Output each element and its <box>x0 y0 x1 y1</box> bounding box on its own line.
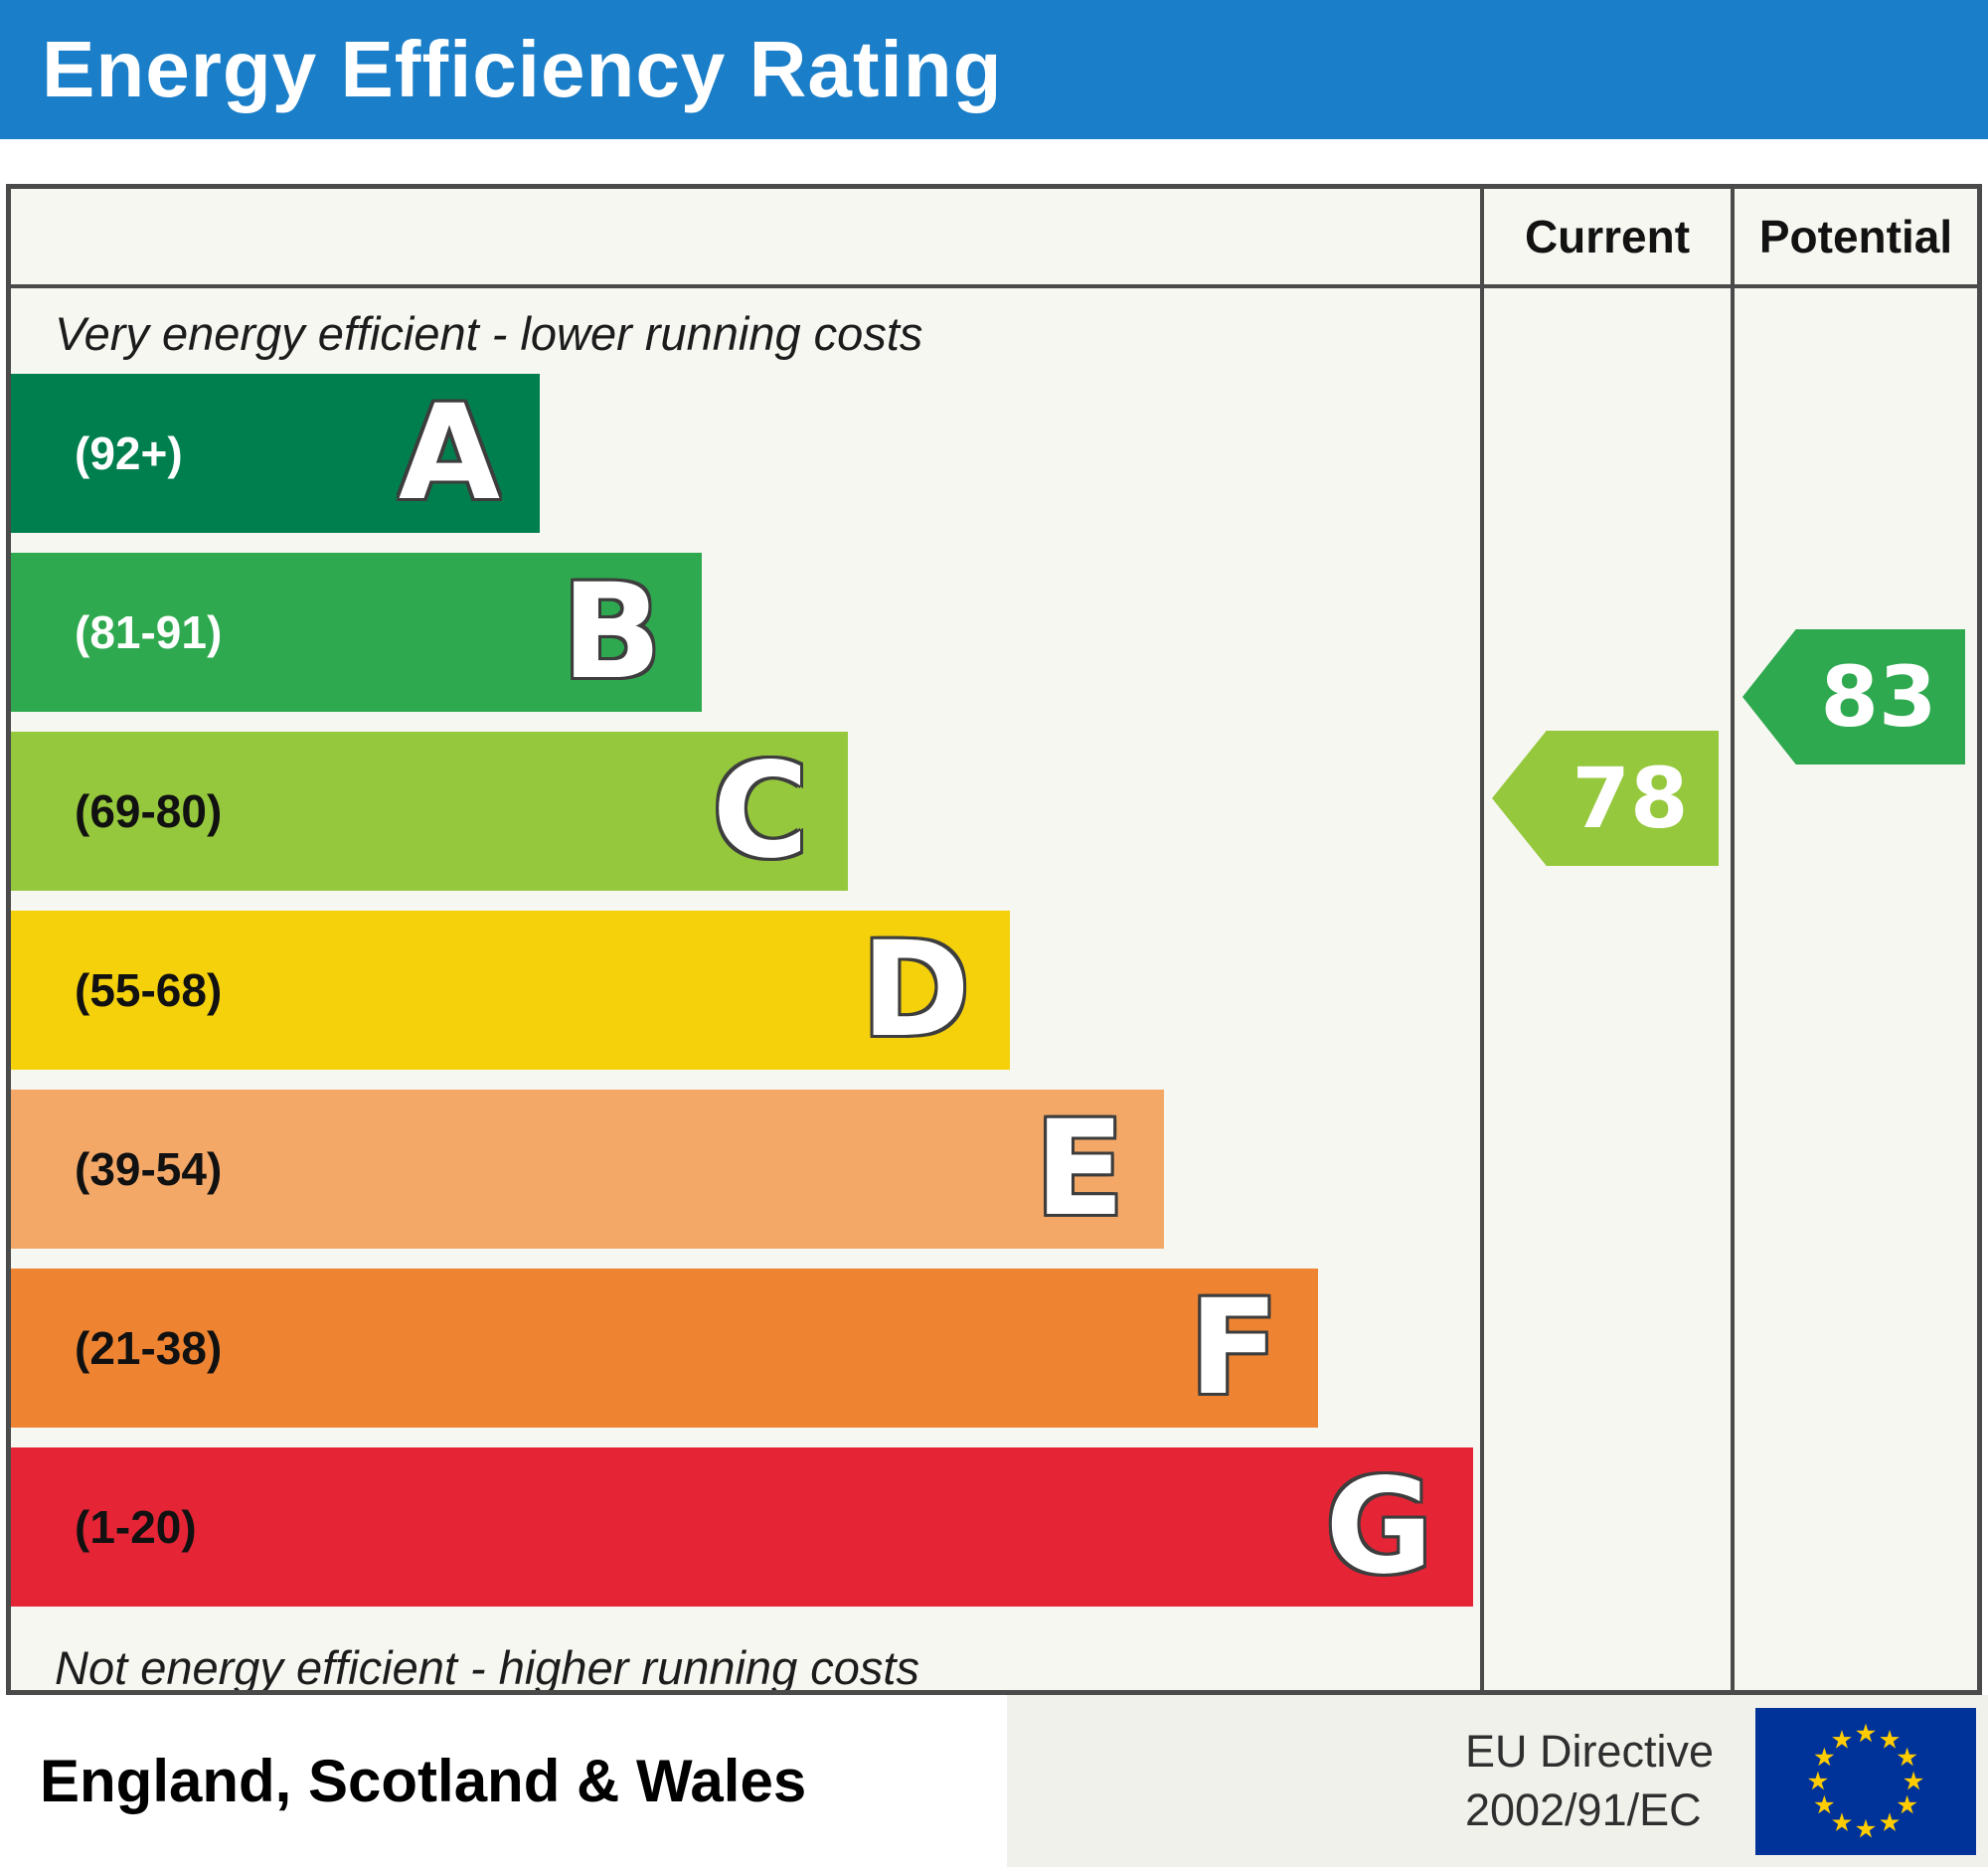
band-row-g: (1-20) G <box>11 1447 1480 1607</box>
potential-column: 83 <box>1731 288 1977 1690</box>
band-range-a: (92+) <box>75 427 183 479</box>
current-rating-pointer: 78 <box>1492 731 1719 866</box>
title-bar: Energy Efficiency Rating <box>0 0 1988 139</box>
band-range-b: (81-91) <box>75 606 223 658</box>
band-range-f: (21-38) <box>75 1322 223 1374</box>
current-column: 78 <box>1480 288 1731 1690</box>
potential-rating-value: 83 <box>1820 648 1937 746</box>
bands-area: Very energy efficient - lower running co… <box>11 288 1480 1690</box>
band-bar-f: (21-38) F <box>11 1269 1319 1428</box>
band-bar-b: (81-91) B <box>11 553 702 712</box>
region-label: England, Scotland & Wales <box>40 1748 807 1814</box>
eu-directive-line1: EU Directive <box>1464 1726 1714 1777</box>
band-bar-a: (92+) A <box>11 374 541 533</box>
band-letter-b: B <box>562 556 662 709</box>
top-caption: Very energy efficient - lower running co… <box>55 306 923 360</box>
band-row-d: (55-68) D <box>11 911 1480 1070</box>
band-range-e: (39-54) <box>75 1143 223 1195</box>
page-title: Energy Efficiency Rating <box>42 25 1003 113</box>
eu-directive-line2: 2002/91/EC <box>1464 1783 1702 1835</box>
band-range-d: (55-68) <box>75 964 223 1016</box>
eu-directive-label: EU Directive 2002/91/EC <box>1465 1723 1714 1839</box>
band-range-c: (69-80) <box>75 785 223 837</box>
band-letter-g: G <box>1325 1450 1433 1604</box>
potential-column-header: Potential <box>1731 189 1977 288</box>
bottom-caption: Not energy efficient - higher running co… <box>55 1640 919 1691</box>
band-bar-d: (55-68) D <box>11 911 1011 1070</box>
band-bar-g: (1-20) G <box>11 1447 1473 1607</box>
band-letter-f: F <box>1189 1272 1279 1425</box>
footer: England, Scotland & Wales EU Directive 2… <box>0 1695 1988 1867</box>
rating-chart: Current Potential Very energy efficient … <box>6 184 1982 1695</box>
band-row-c: (69-80) C <box>11 732 1480 891</box>
chart-header-spacer <box>11 189 1480 288</box>
eu-flag-icon <box>1755 1707 1976 1855</box>
band-bar-e: (39-54) E <box>11 1090 1165 1249</box>
band-range-g: (1-20) <box>75 1501 197 1553</box>
current-column-header: Current <box>1480 189 1731 288</box>
current-rating-value: 78 <box>1572 750 1689 847</box>
band-letter-c: C <box>712 735 809 888</box>
band-row-e: (39-54) E <box>11 1090 1480 1249</box>
band-letter-a: A <box>398 377 501 530</box>
band-bar-c: (69-80) C <box>11 732 849 891</box>
band-row-b: (81-91) B <box>11 553 1480 712</box>
band-letter-e: E <box>1035 1093 1125 1246</box>
potential-rating-pointer: 83 <box>1742 629 1965 764</box>
band-row-a: (92+) A <box>11 374 1480 533</box>
band-letter-d: D <box>861 914 971 1067</box>
band-row-f: (21-38) F <box>11 1269 1480 1428</box>
footer-right-panel: EU Directive 2002/91/EC <box>1007 1695 1988 1867</box>
